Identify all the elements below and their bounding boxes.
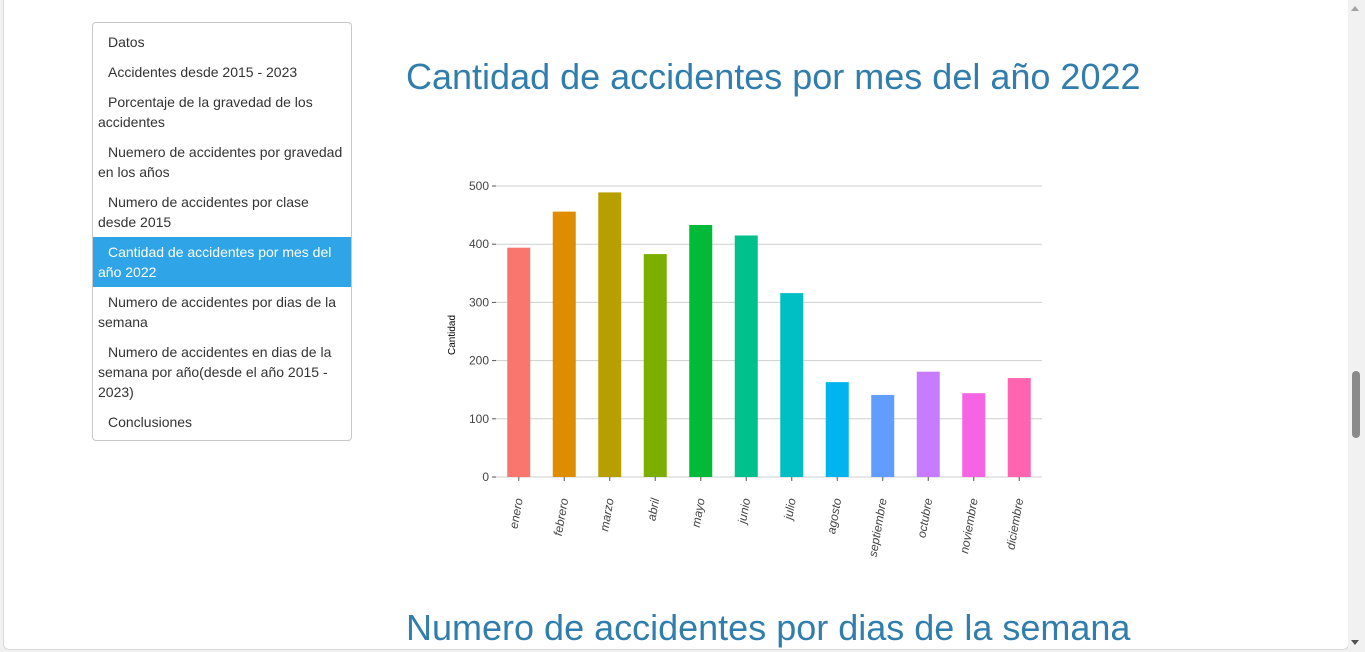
vertical-scrollbar[interactable] [1348,0,1365,652]
sidebar-item-0[interactable]: Datos [93,27,351,57]
x-tick-label: febrero [551,497,571,537]
sidebar-item-5[interactable]: Cantidad de accidentes por mes del año 2… [93,237,351,287]
y-tick-label: 200 [469,354,489,368]
bar-enero [507,247,531,477]
scroll-up-arrow-icon[interactable] [1351,6,1359,11]
sidebar-item-2[interactable]: Porcentaje de la gravedad de los acciden… [93,87,351,137]
x-tick-label: marzo [597,497,617,533]
x-tick-label: noviembre [957,497,981,555]
bar-diciembre [1007,378,1031,477]
sidebar-item-label: Numero de accidentes por dias de la sema… [98,294,337,330]
bar-chart: 0 100 200 300 400 500 Cantidad enero febrero marz… [447,179,1042,558]
sidebar-item-label: Nuemero de accidentes por gravedad en lo… [98,144,343,180]
scrollbar-thumb[interactable] [1352,371,1360,438]
y-tick-label: 400 [469,237,489,251]
bar-junio [734,235,758,477]
sidebar-nav: Datos Accidentes desde 2015 - 2023 Porcent… [92,22,352,441]
sidebar-item-label: Numero de accidentes en dias de la seman… [98,344,332,400]
bar-abril [643,254,667,477]
x-tick-label: mayo [689,497,708,529]
section-title: Cantidad de accidentes por mes del año 2… [406,56,1141,97]
x-tick-label: diciembre [1003,497,1026,551]
y-axis-label: Cantidad [447,315,458,355]
x-tick-label: junio [735,497,754,527]
sidebar-item-label: Cantidad de accidentes por mes del año 2… [98,244,332,280]
y-tick-label: 0 [482,470,489,484]
sidebar-item-6[interactable]: Numero de accidentes por dias de la sema… [93,287,351,337]
sidebar-item-label: Datos [108,34,145,50]
bar-mayo [689,224,713,477]
page-content: Datos Accidentes desde 2015 - 2023 Porcent… [3,0,1349,650]
sidebar-item-label: Numero de accidentes por clase desde 201… [98,194,309,230]
sidebar-item-label: Accidentes desde 2015 - 2023 [108,64,298,80]
next-section-title: Numero de accidentes por dias de la sema… [406,607,1131,648]
sidebar-item-3[interactable]: Nuemero de accidentes por gravedad en lo… [93,137,351,187]
x-tick-label: septiembre [866,497,890,558]
sidebar-item-7[interactable]: Numero de accidentes en dias de la seman… [93,337,351,407]
bar-marzo [598,192,622,477]
y-tick-label: 100 [469,412,489,426]
x-tick-label: octubre [914,497,935,539]
x-tick-label: abril [644,497,662,522]
sidebar-item-1[interactable]: Accidentes desde 2015 - 2023 [93,57,351,87]
bar-julio [780,293,804,477]
bar-agosto [825,382,849,477]
x-tick-label: agosto [824,497,844,535]
sidebar-item-4[interactable]: Numero de accidentes por clase desde 201… [93,187,351,237]
bar-noviembre [962,393,986,477]
y-tick-label: 300 [469,295,489,309]
x-tick-label: julio [781,497,799,523]
sidebar-item-label: Conclusiones [108,414,193,430]
y-tick-label: 500 [469,179,489,193]
scroll-down-arrow-icon[interactable] [1351,640,1359,645]
sidebar-item-label: Porcentaje de la gravedad de los acciden… [98,94,313,130]
sidebar-item-8[interactable]: Conclusiones [93,407,351,437]
bar-septiembre [871,394,895,477]
bar-octubre [916,371,940,477]
bar-febrero [552,211,576,477]
x-tick-label: enero [507,497,526,530]
